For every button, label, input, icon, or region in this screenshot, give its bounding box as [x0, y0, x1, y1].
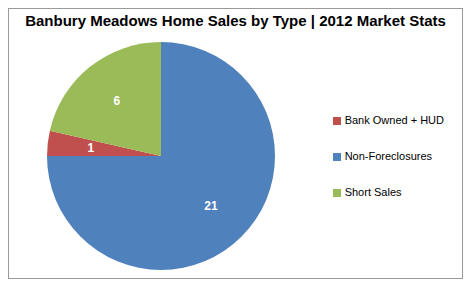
html-text:Short Sales: Short Sales — [344, 185, 402, 198]
svg-text:6: 6 — [114, 94, 121, 108]
svg-text:1: 1 — [87, 141, 94, 155]
html-text:Bank Owned + HUD: Bank Owned + HUD — [344, 113, 444, 126]
html-text:Non-Foreclosures: Non-Foreclosures — [344, 149, 433, 162]
svg-text:21: 21 — [204, 199, 218, 213]
html-text:Banbury Meadows Home Sales by: Banbury Meadows Home Sales by Type | 201… — [25, 12, 446, 29]
